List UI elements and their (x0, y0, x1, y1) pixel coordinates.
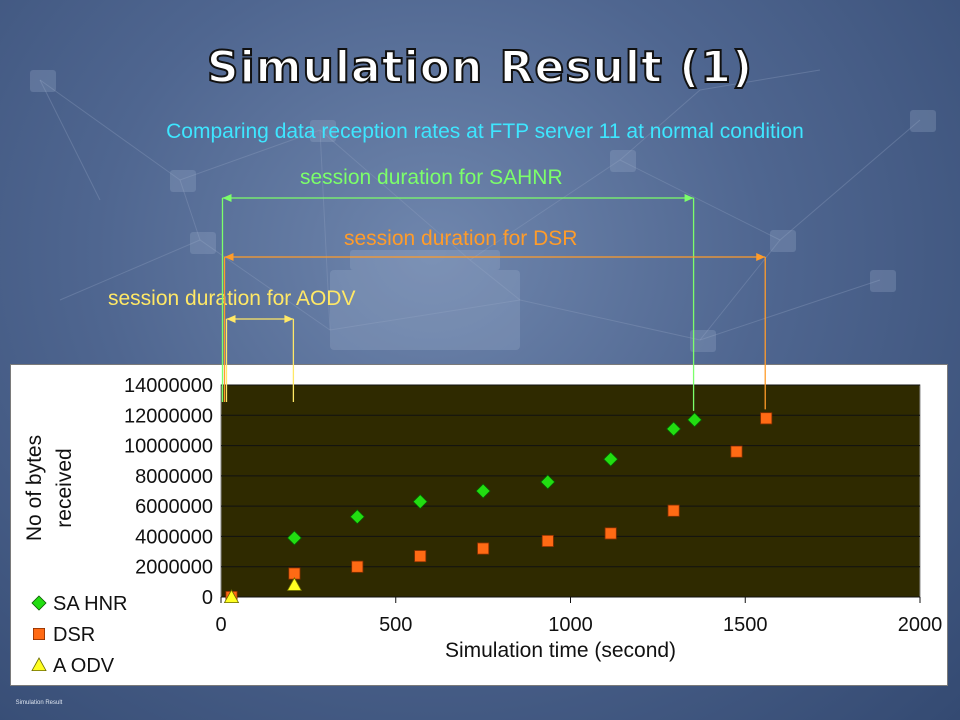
slide-title: Simulation Result (1) (206, 41, 754, 94)
y-tick-label: 2000000 (135, 557, 213, 579)
x-tick-label: 0 (215, 614, 226, 636)
y-axis-label-line2: received (53, 448, 76, 527)
sahnr-point (349, 509, 365, 525)
y-tick-label: 10000000 (124, 436, 213, 458)
dsr-point (351, 560, 364, 573)
y-axis-label-line1: No of bytes (23, 435, 46, 541)
legend-sahnr-marker (31, 595, 47, 611)
dsr-point (730, 445, 743, 458)
dsr-arrow-head-left (224, 253, 234, 261)
legend-aodv-label: A ODV (53, 655, 115, 677)
sahnr-arrow-head-right (684, 194, 694, 202)
dsr-point (604, 527, 617, 540)
sahnr-arrow-head-left (222, 194, 232, 202)
x-axis-label: Simulation time (second) (445, 639, 676, 662)
sahnr-point (666, 421, 682, 437)
sahnr-point (286, 530, 302, 546)
dsr-point (541, 534, 554, 547)
aodv-arrow-head-right (284, 315, 294, 323)
sahnr-point (475, 483, 491, 499)
sahnr-point (412, 494, 428, 510)
x-tick-label: 2000 (898, 614, 943, 636)
dsr-point (667, 504, 680, 517)
aodv-arrow-head-left (226, 315, 236, 323)
chart-panel: 0 2000000 4000000 6000000 8000000 10000000 120… (10, 364, 948, 686)
sahnr-point (540, 474, 556, 490)
legend-sahnr-label: SA HNR (53, 593, 127, 615)
aodv-point (286, 577, 303, 591)
legend-dsr-label: DSR (53, 624, 95, 646)
y-tick-label: 6000000 (135, 496, 213, 518)
dsr-point (477, 542, 490, 555)
legend-aodv-marker (31, 657, 47, 672)
slide-footer: Simulation Result (15, 700, 63, 706)
scatter-chart: 0 2000000 4000000 6000000 8000000 10000000 120… (23, 375, 943, 677)
plot-area (220, 384, 921, 598)
dsr-point (414, 550, 427, 563)
sahnr-point (603, 451, 619, 467)
x-tick-label: 1500 (723, 614, 768, 636)
slide-subtitle: Comparing data reception rates at FTP se… (166, 120, 804, 143)
y-tick-label: 0 (202, 587, 213, 609)
y-tick-label: 4000000 (135, 526, 213, 548)
sahnr-point (687, 412, 703, 428)
x-tick-label: 1000 (548, 614, 593, 636)
x-tick-label: 500 (379, 614, 412, 636)
annotation-aodv-duration: session duration for AODV (108, 287, 356, 310)
y-tick-label: 8000000 (135, 466, 213, 488)
y-tick-label: 14000000 (124, 375, 213, 397)
y-tick-label: 12000000 (124, 405, 213, 427)
aodv-point (223, 589, 240, 604)
dsr-arrow-head-right (756, 253, 766, 261)
annotation-sahnr-duration: session duration for SAHNR (300, 166, 563, 189)
legend-dsr-marker (32, 627, 45, 640)
annotation-dsr-duration: session duration for DSR (344, 227, 578, 250)
dsr-point (760, 412, 773, 425)
